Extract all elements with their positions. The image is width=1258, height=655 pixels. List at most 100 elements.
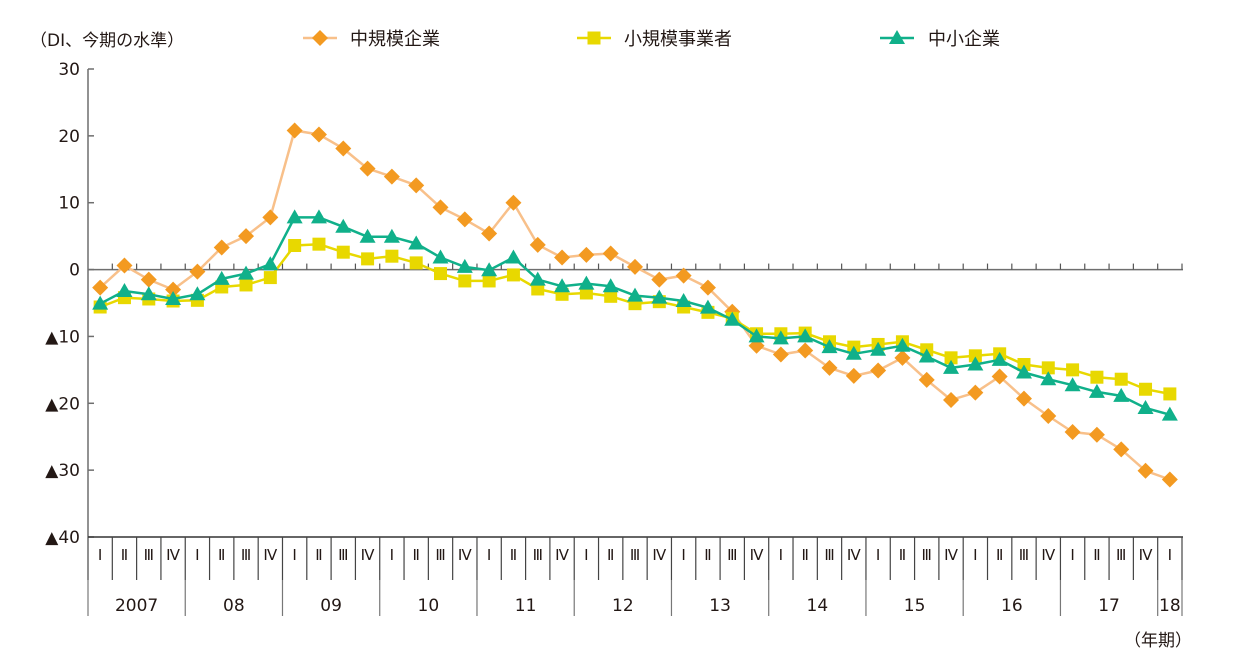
legend-marker-triangle — [889, 30, 905, 44]
legend-label: 小規模事業者 — [624, 29, 732, 50]
series-layer — [92, 122, 1178, 488]
quarter-label: Ⅳ — [361, 546, 375, 564]
data-point-triangle — [408, 235, 425, 250]
quarter-label: Ⅲ — [922, 546, 932, 564]
data-point-diamond — [238, 228, 255, 245]
data-point-square — [579, 286, 593, 300]
data-point-triangle — [772, 330, 789, 345]
quarter-label: Ⅲ — [727, 546, 737, 564]
quarter-label: Ⅳ — [263, 546, 277, 564]
data-point-diamond — [1113, 441, 1130, 458]
data-point-triangle — [578, 275, 595, 290]
data-point-diamond — [262, 209, 279, 226]
data-point-triangle — [359, 228, 376, 243]
data-point-diamond — [967, 384, 984, 401]
legend-item: 中小企業 — [880, 29, 1000, 50]
quarter-label: Ⅰ — [779, 546, 783, 564]
data-point-square — [409, 256, 423, 270]
data-point-diamond — [651, 271, 668, 288]
data-point-diamond — [383, 168, 400, 185]
data-point-diamond — [286, 122, 303, 139]
year-label: 18 — [1159, 596, 1181, 616]
quarter-label: Ⅰ — [195, 546, 199, 564]
year-label: 16 — [1001, 596, 1023, 616]
data-point-diamond — [1088, 426, 1105, 443]
data-point-triangle — [116, 282, 133, 297]
year-label: 17 — [1098, 596, 1120, 616]
y-axis-unit-label: （DI、今期の水準） — [30, 31, 184, 51]
data-point-square — [361, 252, 375, 266]
data-point-square — [1163, 387, 1177, 401]
data-point-triangle — [748, 328, 765, 343]
quarter-label: Ⅳ — [166, 546, 180, 564]
quarter-label: Ⅱ — [607, 546, 614, 564]
data-point-triangle — [797, 328, 814, 343]
data-point-triangle — [1113, 387, 1130, 402]
data-point-diamond — [675, 267, 692, 284]
data-point-diamond — [456, 211, 473, 228]
data-point-square — [1066, 363, 1080, 377]
quarter-label: Ⅳ — [652, 546, 666, 564]
data-point-diamond — [189, 263, 206, 280]
data-point-square — [1041, 361, 1055, 375]
data-point-square — [604, 289, 618, 303]
data-point-triangle — [1161, 406, 1178, 421]
year-label: 2007 — [115, 596, 158, 616]
series-diamond — [92, 122, 1178, 488]
quarter-label: Ⅲ — [241, 546, 251, 564]
data-point-square — [1090, 370, 1104, 384]
quarter-label: Ⅱ — [801, 546, 808, 564]
y-tick-label: ▲10 — [45, 327, 80, 347]
quarter-label: Ⅰ — [390, 546, 394, 564]
data-point-triangle — [286, 209, 303, 224]
data-point-diamond — [481, 225, 498, 242]
year-label: 14 — [807, 596, 829, 616]
y-tick-label: 0 — [69, 261, 80, 281]
quarter-label: Ⅱ — [510, 546, 517, 564]
year-label: 09 — [320, 596, 342, 616]
data-point-square — [239, 278, 253, 292]
data-point-triangle — [651, 289, 668, 304]
data-point-triangle — [165, 290, 182, 305]
data-point-triangle — [943, 359, 960, 374]
legend-item: 小規模事業者 — [577, 29, 732, 50]
quarter-label: Ⅰ — [681, 546, 685, 564]
data-point-triangle — [918, 348, 935, 363]
x-axis-unit-label: （年期） — [1124, 631, 1192, 651]
data-point-square — [968, 349, 982, 363]
data-point-diamond — [213, 239, 230, 256]
data-point-triangle — [627, 287, 643, 302]
quarter-label: Ⅰ — [876, 546, 880, 564]
data-point-square — [336, 245, 350, 259]
data-point-triangle — [335, 218, 352, 233]
data-point-square — [288, 239, 302, 253]
data-point-triangle — [92, 295, 109, 310]
quarter-label: Ⅱ — [704, 546, 711, 564]
data-point-triangle — [602, 278, 619, 293]
data-point-diamond — [797, 342, 814, 359]
data-point-square — [944, 351, 958, 365]
quarter-label: Ⅰ — [973, 546, 977, 564]
data-point-triangle — [894, 337, 911, 352]
y-tick-label: ▲30 — [45, 461, 80, 481]
year-label: 11 — [515, 596, 537, 616]
quarter-label: Ⅳ — [750, 546, 764, 564]
year-label: 10 — [418, 596, 440, 616]
data-point-diamond — [845, 367, 862, 384]
quarter-label: Ⅱ — [996, 546, 1003, 564]
quarter-label: Ⅰ — [292, 546, 296, 564]
data-point-square — [458, 274, 472, 288]
quarter-label: Ⅱ — [899, 546, 906, 564]
quarter-label: Ⅱ — [413, 546, 420, 564]
data-point-triangle — [554, 278, 571, 293]
legend-marker-square — [587, 31, 601, 45]
quarter-label: Ⅳ — [1139, 546, 1153, 564]
data-point-diamond — [699, 279, 716, 296]
data-point-triangle — [724, 311, 741, 326]
data-point-triangle — [699, 299, 716, 314]
data-point-triangle — [213, 270, 230, 285]
data-point-triangle — [481, 262, 498, 277]
data-point-square — [482, 274, 496, 288]
data-point-diamond — [432, 199, 449, 216]
data-point-diamond — [772, 346, 789, 363]
